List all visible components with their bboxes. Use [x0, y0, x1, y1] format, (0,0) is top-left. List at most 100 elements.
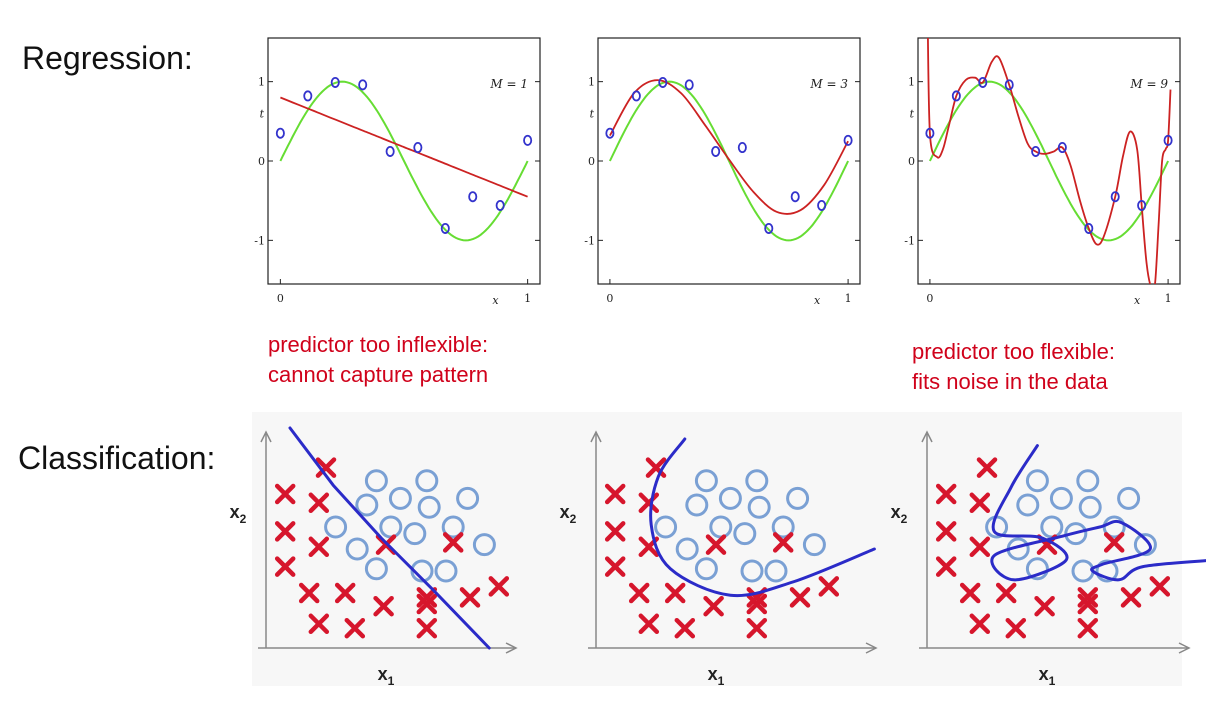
data-point — [843, 134, 853, 146]
class-cross-point — [459, 587, 481, 608]
regression-chart-m1: 1 0 -1 0 1 t x M = 1 — [254, 37, 541, 307]
data-point — [978, 76, 988, 88]
class-circle-point — [1078, 495, 1102, 519]
cross-stroke — [442, 532, 464, 553]
data-point — [303, 90, 313, 102]
class-circle-point — [1133, 533, 1157, 557]
class-circle-point — [403, 522, 427, 546]
class-circle-point — [685, 493, 709, 517]
class-cross-point — [1077, 617, 1099, 639]
class-circle-point — [1117, 486, 1141, 510]
class-cross-point — [664, 582, 686, 604]
y-axis-label-text: x — [230, 502, 240, 522]
class-cross-point — [705, 534, 727, 555]
y-tick-label: -1 — [254, 234, 265, 247]
model-order-label: M = 9 — [1129, 77, 1168, 91]
class-cross-point — [373, 595, 394, 617]
cross-stroke — [344, 617, 366, 639]
y-axis-label: x2 — [560, 502, 577, 526]
class-cross-point — [604, 483, 626, 505]
data-point — [631, 90, 641, 102]
class-circle-point — [745, 469, 769, 493]
cross-stroke — [664, 582, 686, 604]
model-order-label: M = 1 — [489, 77, 528, 91]
class-circle-point — [747, 495, 771, 519]
y-tick-label: -1 — [584, 234, 595, 247]
cross-stroke — [488, 576, 510, 597]
data-point — [1110, 191, 1120, 203]
cross-stroke — [373, 595, 394, 617]
class-cross-point — [959, 582, 981, 604]
x-axis-label-text: x — [708, 664, 718, 684]
y-axis-label-text: x — [891, 502, 901, 522]
x-axis-label: x1 — [708, 664, 725, 688]
y-axis-label: t — [260, 107, 265, 120]
y-axis-label: x2 — [230, 502, 247, 526]
class-circle-point — [675, 537, 699, 561]
class-cross-point — [308, 536, 330, 558]
data-point — [413, 142, 423, 154]
class-cross-point — [628, 582, 650, 604]
y-tick-label: 0 — [258, 155, 265, 168]
class-circle-point — [1049, 486, 1073, 510]
cross-stroke — [1077, 593, 1099, 615]
data-point — [1163, 134, 1173, 146]
data-point — [951, 90, 961, 102]
class-cross-point — [308, 492, 330, 514]
y-tick-label: 1 — [588, 76, 595, 89]
data-point — [468, 191, 478, 203]
y-axis-label: t — [910, 107, 915, 120]
class-cross-point — [315, 457, 337, 478]
class-circle-point — [441, 515, 465, 539]
cross-stroke — [604, 483, 626, 505]
x-axis-label-sub: 1 — [1049, 674, 1056, 688]
class-circle-point — [1040, 515, 1064, 539]
data-point — [1137, 199, 1147, 211]
class-circle-point — [417, 495, 441, 519]
plot-area — [925, 38, 1173, 284]
y-tick-label: 0 — [588, 155, 595, 168]
class-cross-point — [703, 595, 724, 617]
plot-area — [605, 76, 853, 242]
cross-stroke — [1005, 617, 1027, 639]
y-axis-label-sub: 2 — [901, 512, 908, 526]
class-cross-point — [1077, 587, 1099, 608]
class-circle-point — [740, 559, 764, 583]
cross-stroke — [969, 492, 991, 514]
classification-title: Classification: — [18, 440, 216, 476]
class-cross-point — [334, 582, 356, 604]
y-axis-label-sub: 2 — [570, 512, 577, 526]
y-axis-label: t — [590, 107, 595, 120]
cross-stroke — [308, 613, 330, 635]
cross-stroke — [638, 492, 660, 514]
x-tick-label: 1 — [1165, 292, 1172, 305]
y-tick-label: -1 — [904, 234, 915, 247]
class-cross-point — [416, 617, 438, 639]
class-circle-point — [472, 533, 496, 557]
class-cross-point — [604, 521, 626, 542]
caption-inflexible-line2: cannot capture pattern — [268, 362, 489, 387]
y-tick-label: 0 — [908, 155, 915, 168]
class-circle-point — [1064, 522, 1088, 546]
data-point — [790, 191, 800, 203]
class-cross-point — [1005, 617, 1027, 639]
x-axis-label: x — [814, 294, 821, 307]
class-circle-point — [434, 559, 458, 583]
data-point — [737, 142, 747, 154]
class-cross-point — [969, 492, 991, 514]
data-point — [440, 222, 450, 234]
x-axis-label: x — [492, 294, 499, 307]
class-cross-point — [274, 521, 296, 542]
class-circle-point — [733, 522, 757, 546]
class-circle-point — [694, 557, 718, 581]
x-axis-label-text: x — [1039, 664, 1049, 684]
cross-stroke — [1120, 587, 1142, 608]
class-cross-point — [746, 593, 768, 615]
cross-stroke — [818, 576, 840, 597]
y-axis-label: x2 — [891, 502, 908, 526]
class-circle-point — [456, 486, 480, 510]
data-point — [1057, 142, 1067, 154]
x-axis-label: x1 — [1039, 664, 1056, 688]
x-axis-arrow — [1178, 642, 1191, 654]
